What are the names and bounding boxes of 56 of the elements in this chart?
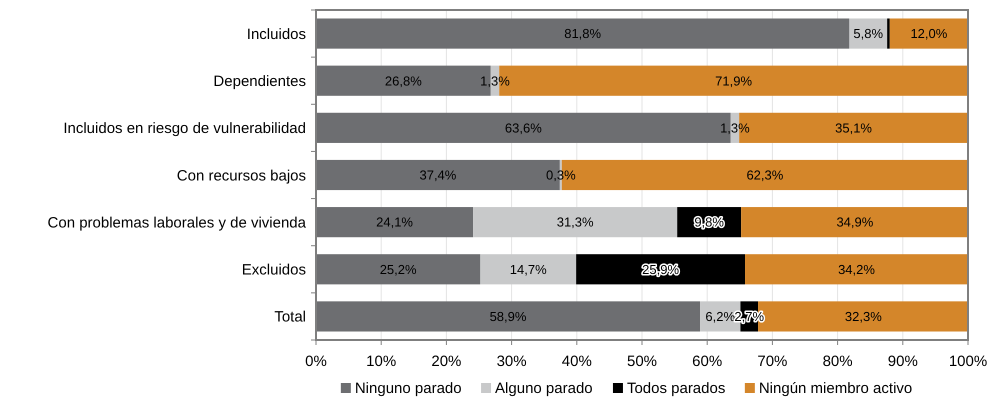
data-label: 1,3% [720,120,750,136]
x-tick-label: 50% [626,353,658,370]
data-label: 5,8% [853,26,884,42]
legend-label: Ninguno parado [354,380,462,397]
y-tick-label: Excluidos [242,262,306,279]
data-label: 9,8% [694,214,724,230]
data-label: 63,6% [504,120,542,136]
bar [745,254,968,284]
x-tick-label: 20% [431,353,462,370]
data-label: 1,3% [480,73,510,88]
data-label: 26,8% [384,73,422,88]
legend-label: Alguno parado [495,380,593,397]
data-label: 25,9% [642,262,680,277]
data-label: 34,2% [838,262,876,277]
data-label: 0,3% [546,168,576,183]
bar [316,207,474,238]
bar [316,254,480,284]
data-label: 14,7% [510,262,548,277]
y-tick-label: Incluidos [246,26,306,43]
data-label: 6,2% [705,308,736,324]
data-label: 81,8% [564,26,602,42]
legend-label: Todos parados [626,380,726,397]
x-tick-label: 30% [496,353,527,370]
x-tick-label: 40% [562,353,592,370]
data-label: 34,9% [836,214,874,230]
x-tick-label: 80% [822,353,853,370]
x-tick-label: 100% [948,353,988,370]
bar [480,254,576,284]
data-label: 35,1% [835,120,872,136]
y-tick-label: Con problemas laborales y de vivienda [48,214,307,232]
x-tick-label: 0% [305,353,327,370]
bar [316,18,850,49]
data-label: 12,0% [910,26,948,42]
y-tick-label: Total [274,308,306,326]
bar [887,18,890,49]
bar [741,207,969,238]
y-tick-label: Con recursos bajos [176,167,306,184]
y-tick-label: Dependientes [213,72,306,90]
x-tick-label: 70% [757,353,788,370]
data-label: 31,3% [556,214,594,230]
bar [576,254,746,284]
bar [316,301,700,332]
data-label: 24,1% [376,214,414,230]
data-label: 37,4% [419,168,457,183]
data-label: 62,3% [746,168,784,183]
bar [890,18,968,49]
bar [473,207,678,238]
x-tick-label: 90% [888,353,918,370]
legend-label: Ningún miembro activo [758,380,912,397]
data-label: 25,2% [380,262,418,277]
y-tick-label: Incluidos en riesgo de vulnerabilidad [63,120,306,138]
data-label: 32,3% [844,308,882,324]
data-label: 71,9% [715,73,752,88]
data-label: 58,9% [490,308,527,324]
x-tick-label: 10% [366,353,396,370]
x-tick-label: 60% [692,353,722,370]
